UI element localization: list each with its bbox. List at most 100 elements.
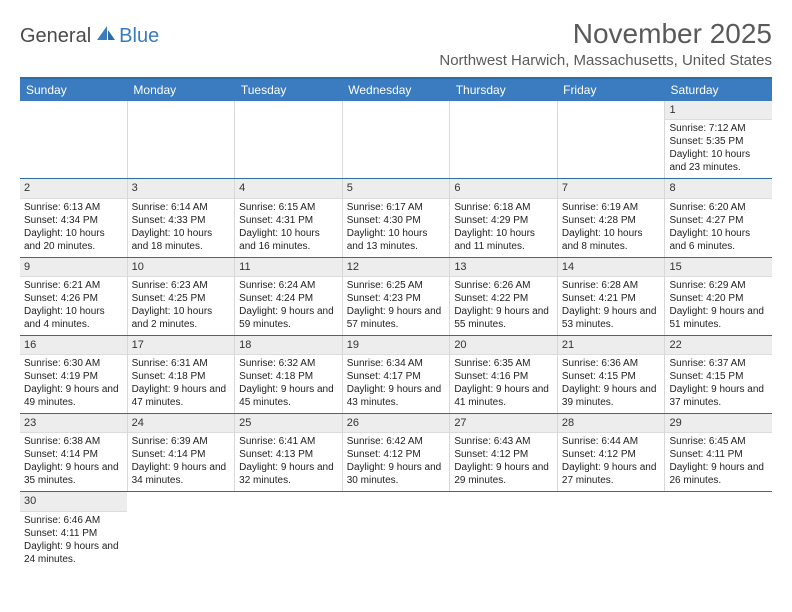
day-content: Sunrise: 6:45 AMSunset: 4:11 PMDaylight:… bbox=[665, 433, 772, 491]
daylight-text: Daylight: 9 hours and 34 minutes. bbox=[132, 461, 231, 487]
sunrise-text: Sunrise: 6:24 AM bbox=[239, 279, 338, 292]
sunrise-text: Sunrise: 6:41 AM bbox=[239, 435, 338, 448]
sunrise-text: Sunrise: 6:13 AM bbox=[24, 201, 123, 214]
day-number: 13 bbox=[450, 258, 557, 277]
sunrise-text: Sunrise: 6:45 AM bbox=[669, 435, 768, 448]
daylight-text: Daylight: 9 hours and 43 minutes. bbox=[347, 383, 446, 409]
daylight-text: Daylight: 9 hours and 32 minutes. bbox=[239, 461, 338, 487]
day-content: Sunrise: 6:44 AMSunset: 4:12 PMDaylight:… bbox=[558, 433, 665, 491]
calendar-cell: 25Sunrise: 6:41 AMSunset: 4:13 PMDayligh… bbox=[235, 414, 343, 491]
calendar-cell: 14Sunrise: 6:28 AMSunset: 4:21 PMDayligh… bbox=[558, 258, 666, 335]
daylight-text: Daylight: 9 hours and 27 minutes. bbox=[562, 461, 661, 487]
daylight-text: Daylight: 9 hours and 35 minutes. bbox=[24, 461, 123, 487]
sunrise-text: Sunrise: 6:44 AM bbox=[562, 435, 661, 448]
calendar-cell: 13Sunrise: 6:26 AMSunset: 4:22 PMDayligh… bbox=[450, 258, 558, 335]
calendar-cell bbox=[342, 492, 449, 569]
sunset-text: Sunset: 4:31 PM bbox=[239, 214, 338, 227]
daylight-text: Daylight: 9 hours and 37 minutes. bbox=[669, 383, 768, 409]
day-header: Saturday bbox=[665, 79, 772, 101]
calendar-cell: 2Sunrise: 6:13 AMSunset: 4:34 PMDaylight… bbox=[20, 179, 128, 256]
sunset-text: Sunset: 4:11 PM bbox=[669, 448, 768, 461]
day-content: Sunrise: 6:23 AMSunset: 4:25 PMDaylight:… bbox=[128, 277, 235, 335]
day-number: 6 bbox=[450, 179, 557, 198]
day-content: Sunrise: 6:26 AMSunset: 4:22 PMDaylight:… bbox=[450, 277, 557, 335]
day-content: Sunrise: 6:32 AMSunset: 4:18 PMDaylight:… bbox=[235, 355, 342, 413]
daylight-text: Daylight: 10 hours and 6 minutes. bbox=[669, 227, 768, 253]
day-number: 14 bbox=[558, 258, 665, 277]
day-header: Sunday bbox=[20, 79, 127, 101]
sunrise-text: Sunrise: 6:35 AM bbox=[454, 357, 553, 370]
day-number: 3 bbox=[128, 179, 235, 198]
day-content: Sunrise: 6:18 AMSunset: 4:29 PMDaylight:… bbox=[450, 199, 557, 257]
day-header: Tuesday bbox=[235, 79, 342, 101]
day-content: Sunrise: 6:20 AMSunset: 4:27 PMDaylight:… bbox=[665, 199, 772, 257]
sunset-text: Sunset: 4:18 PM bbox=[132, 370, 231, 383]
calendar-cell bbox=[557, 492, 664, 569]
daylight-text: Daylight: 9 hours and 30 minutes. bbox=[347, 461, 446, 487]
calendar-cell bbox=[128, 101, 236, 178]
day-number: 2 bbox=[20, 179, 127, 198]
calendar-cell: 8Sunrise: 6:20 AMSunset: 4:27 PMDaylight… bbox=[665, 179, 772, 256]
calendar-cell bbox=[450, 101, 558, 178]
calendar: Sunday Monday Tuesday Wednesday Thursday… bbox=[20, 77, 772, 570]
day-header: Thursday bbox=[450, 79, 557, 101]
daylight-text: Daylight: 10 hours and 11 minutes. bbox=[454, 227, 553, 253]
daylight-text: Daylight: 9 hours and 29 minutes. bbox=[454, 461, 553, 487]
sunrise-text: Sunrise: 6:28 AM bbox=[562, 279, 661, 292]
calendar-cell: 11Sunrise: 6:24 AMSunset: 4:24 PMDayligh… bbox=[235, 258, 343, 335]
day-content: Sunrise: 6:41 AMSunset: 4:13 PMDaylight:… bbox=[235, 433, 342, 491]
day-content: Sunrise: 6:42 AMSunset: 4:12 PMDaylight:… bbox=[343, 433, 450, 491]
daylight-text: Daylight: 9 hours and 51 minutes. bbox=[669, 305, 768, 331]
sunset-text: Sunset: 4:18 PM bbox=[239, 370, 338, 383]
day-number: 1 bbox=[665, 101, 772, 120]
calendar-row: 1Sunrise: 7:12 AMSunset: 5:35 PMDaylight… bbox=[20, 101, 772, 179]
calendar-cell: 5Sunrise: 6:17 AMSunset: 4:30 PMDaylight… bbox=[343, 179, 451, 256]
sunrise-text: Sunrise: 6:30 AM bbox=[24, 357, 123, 370]
calendar-cell: 6Sunrise: 6:18 AMSunset: 4:29 PMDaylight… bbox=[450, 179, 558, 256]
calendar-cell: 17Sunrise: 6:31 AMSunset: 4:18 PMDayligh… bbox=[128, 336, 236, 413]
daylight-text: Daylight: 9 hours and 57 minutes. bbox=[347, 305, 446, 331]
daylight-text: Daylight: 10 hours and 20 minutes. bbox=[24, 227, 123, 253]
sunrise-text: Sunrise: 6:21 AM bbox=[24, 279, 123, 292]
day-number: 10 bbox=[128, 258, 235, 277]
day-content: Sunrise: 6:36 AMSunset: 4:15 PMDaylight:… bbox=[558, 355, 665, 413]
calendar-cell: 9Sunrise: 6:21 AMSunset: 4:26 PMDaylight… bbox=[20, 258, 128, 335]
sunset-text: Sunset: 4:29 PM bbox=[454, 214, 553, 227]
sunset-text: Sunset: 4:14 PM bbox=[132, 448, 231, 461]
sunset-text: Sunset: 4:27 PM bbox=[669, 214, 768, 227]
calendar-cell bbox=[20, 101, 128, 178]
calendar-cell bbox=[127, 492, 234, 569]
daylight-text: Daylight: 10 hours and 16 minutes. bbox=[239, 227, 338, 253]
sunrise-text: Sunrise: 6:25 AM bbox=[347, 279, 446, 292]
calendar-cell: 23Sunrise: 6:38 AMSunset: 4:14 PMDayligh… bbox=[20, 414, 128, 491]
calendar-cell: 29Sunrise: 6:45 AMSunset: 4:11 PMDayligh… bbox=[665, 414, 772, 491]
day-content: Sunrise: 6:34 AMSunset: 4:17 PMDaylight:… bbox=[343, 355, 450, 413]
sunset-text: Sunset: 4:15 PM bbox=[562, 370, 661, 383]
sunrise-text: Sunrise: 6:17 AM bbox=[347, 201, 446, 214]
day-number: 9 bbox=[20, 258, 127, 277]
calendar-row: 23Sunrise: 6:38 AMSunset: 4:14 PMDayligh… bbox=[20, 414, 772, 492]
sunset-text: Sunset: 4:26 PM bbox=[24, 292, 123, 305]
calendar-cell bbox=[558, 101, 666, 178]
calendar-row: 9 Sunrise: 6:21 AMSunset: 4:26 PM Daylight… bbox=[20, 258, 772, 336]
page-subtitle: Northwest Harwich, Massachusetts, United… bbox=[20, 52, 772, 69]
calendar-cell: 15Sunrise: 6:29 AMSunset: 4:20 PMDayligh… bbox=[665, 258, 772, 335]
calendar-cell: 24Sunrise: 6:39 AMSunset: 4:14 PMDayligh… bbox=[128, 414, 236, 491]
calendar-cell bbox=[450, 492, 557, 569]
calendar-cell bbox=[665, 492, 772, 569]
day-number: 28 bbox=[558, 414, 665, 433]
day-content: Sunrise: 6:46 AMSunset: 4:11 PMDaylight:… bbox=[20, 512, 127, 570]
day-content: Sunrise: 6:15 AMSunset: 4:31 PMDaylight:… bbox=[235, 199, 342, 257]
logo-text-1: General bbox=[20, 25, 91, 48]
daylight-text: Daylight: 9 hours and 59 minutes. bbox=[239, 305, 338, 331]
calendar-cell: 18Sunrise: 6:32 AMSunset: 4:18 PMDayligh… bbox=[235, 336, 343, 413]
sunset-text: Sunset: 4:17 PM bbox=[347, 370, 446, 383]
logo-sail-icon bbox=[95, 24, 117, 48]
sunrise-text: Sunrise: 6:29 AM bbox=[669, 279, 768, 292]
day-number: 30 bbox=[20, 492, 127, 511]
sunset-text: Sunset: 4:25 PM bbox=[132, 292, 231, 305]
daylight-text: Daylight: 10 hours and 18 minutes. bbox=[132, 227, 231, 253]
day-number: 12 bbox=[343, 258, 450, 277]
day-number: 18 bbox=[235, 336, 342, 355]
day-content: Sunrise: 6:28 AMSunset: 4:21 PMDaylight:… bbox=[558, 277, 665, 335]
